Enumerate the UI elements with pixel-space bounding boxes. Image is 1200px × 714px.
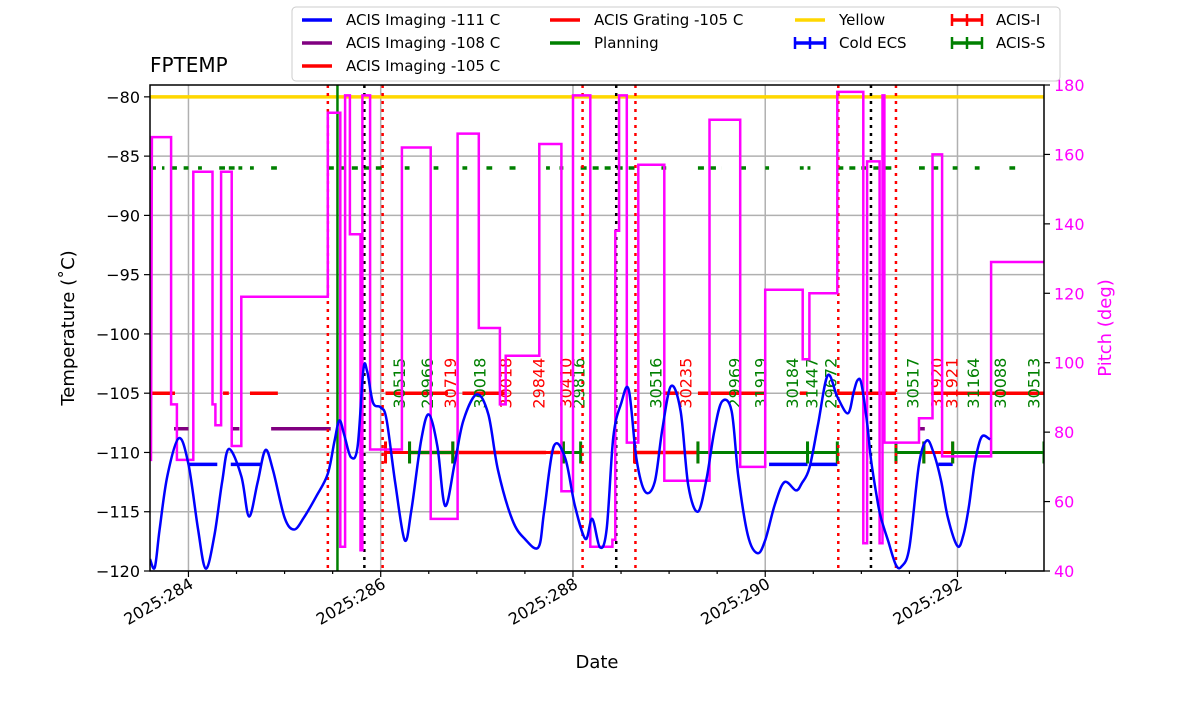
grid-layer: [150, 85, 1044, 572]
y-tick-label: −110: [96, 443, 140, 462]
obsid-label: 31919: [751, 358, 770, 409]
x-tick-label: 2025:292: [890, 574, 966, 629]
y-tick-label: −85: [106, 147, 140, 166]
y-axis-label: Temperature (˚C): [58, 250, 79, 406]
obsid-label: 29816: [570, 358, 589, 409]
y-tick-label: −95: [106, 266, 140, 285]
obsid-label: 30517: [903, 358, 922, 409]
y2-tick-label: 180: [1054, 76, 1085, 95]
x-tick-label: 2025:286: [313, 574, 389, 629]
y2-tick-label: 80: [1054, 423, 1074, 442]
obsid-label: 30515: [390, 358, 409, 409]
chart-title: FPTEMP: [150, 53, 228, 77]
obsid-label: 29844: [529, 358, 548, 409]
legend-label: Planning: [594, 34, 659, 52]
obsid-label: 30018: [471, 358, 490, 409]
y-tick-label: −80: [106, 88, 140, 107]
obsid-label: 31447: [802, 358, 821, 409]
legend-label: ACIS-S: [996, 34, 1045, 52]
legend-label: ACIS-I: [996, 11, 1040, 29]
legend-label: ACIS Imaging -105 C: [346, 57, 500, 75]
y-tick-label: −120: [96, 562, 140, 581]
legend-label: ACIS Imaging -108 C: [346, 34, 500, 52]
legend-label: Yellow: [838, 11, 885, 29]
y-tick-label: −115: [96, 503, 140, 522]
y-tick-label: −100: [96, 325, 140, 344]
obsid-label: 30235: [676, 358, 695, 409]
pitch-line: [150, 90, 1044, 552]
y2-axis-label: Pitch (deg): [1095, 279, 1116, 377]
y2-tick-label: 140: [1054, 215, 1085, 234]
obsid-label: 30513: [1024, 358, 1043, 409]
obsid-label: 30516: [647, 358, 666, 409]
legend-label: Cold ECS: [839, 34, 907, 52]
y2-tick-label: 100: [1054, 354, 1085, 373]
temperature-line: [150, 362, 991, 570]
y-tick-label: −105: [96, 384, 140, 403]
obsid-label: 30719: [441, 358, 460, 409]
y2-tick-label: 160: [1054, 145, 1085, 164]
y2-tick-label: 40: [1054, 562, 1074, 581]
legend-box: [291, 6, 1061, 82]
obsid-label: 30184: [783, 358, 802, 409]
legend-label: ACIS Grating -105 C: [594, 11, 743, 29]
legend: ACIS Imaging -111 C ACIS Imaging -108 C AC…: [291, 6, 1061, 82]
obsid-label: 29966: [418, 358, 437, 409]
legend-label: ACIS Imaging -111 C: [346, 11, 500, 29]
x-tick-label: 2025:284: [121, 574, 197, 629]
x-axis-label: Date: [575, 652, 618, 673]
y-tick-label: −90: [106, 206, 140, 225]
plot-layer: 30515 29966 30719 30018 30018 29844 3041029816…: [150, 85, 1044, 571]
y2-tick-label: 120: [1054, 284, 1085, 303]
plot-area: 30515 29966 30719 30018 30018 29844 3041029816…: [150, 85, 1044, 571]
x-tick-label: 2025:290: [697, 574, 773, 629]
obsid-label: 31921: [943, 358, 962, 409]
plot-frame: [149, 84, 1045, 572]
y2-tick-label: 60: [1054, 493, 1074, 512]
x-tick-label: 2025:288: [505, 574, 581, 629]
obsid-label: 30088: [991, 358, 1010, 409]
obsid-label: 31164: [964, 358, 983, 409]
